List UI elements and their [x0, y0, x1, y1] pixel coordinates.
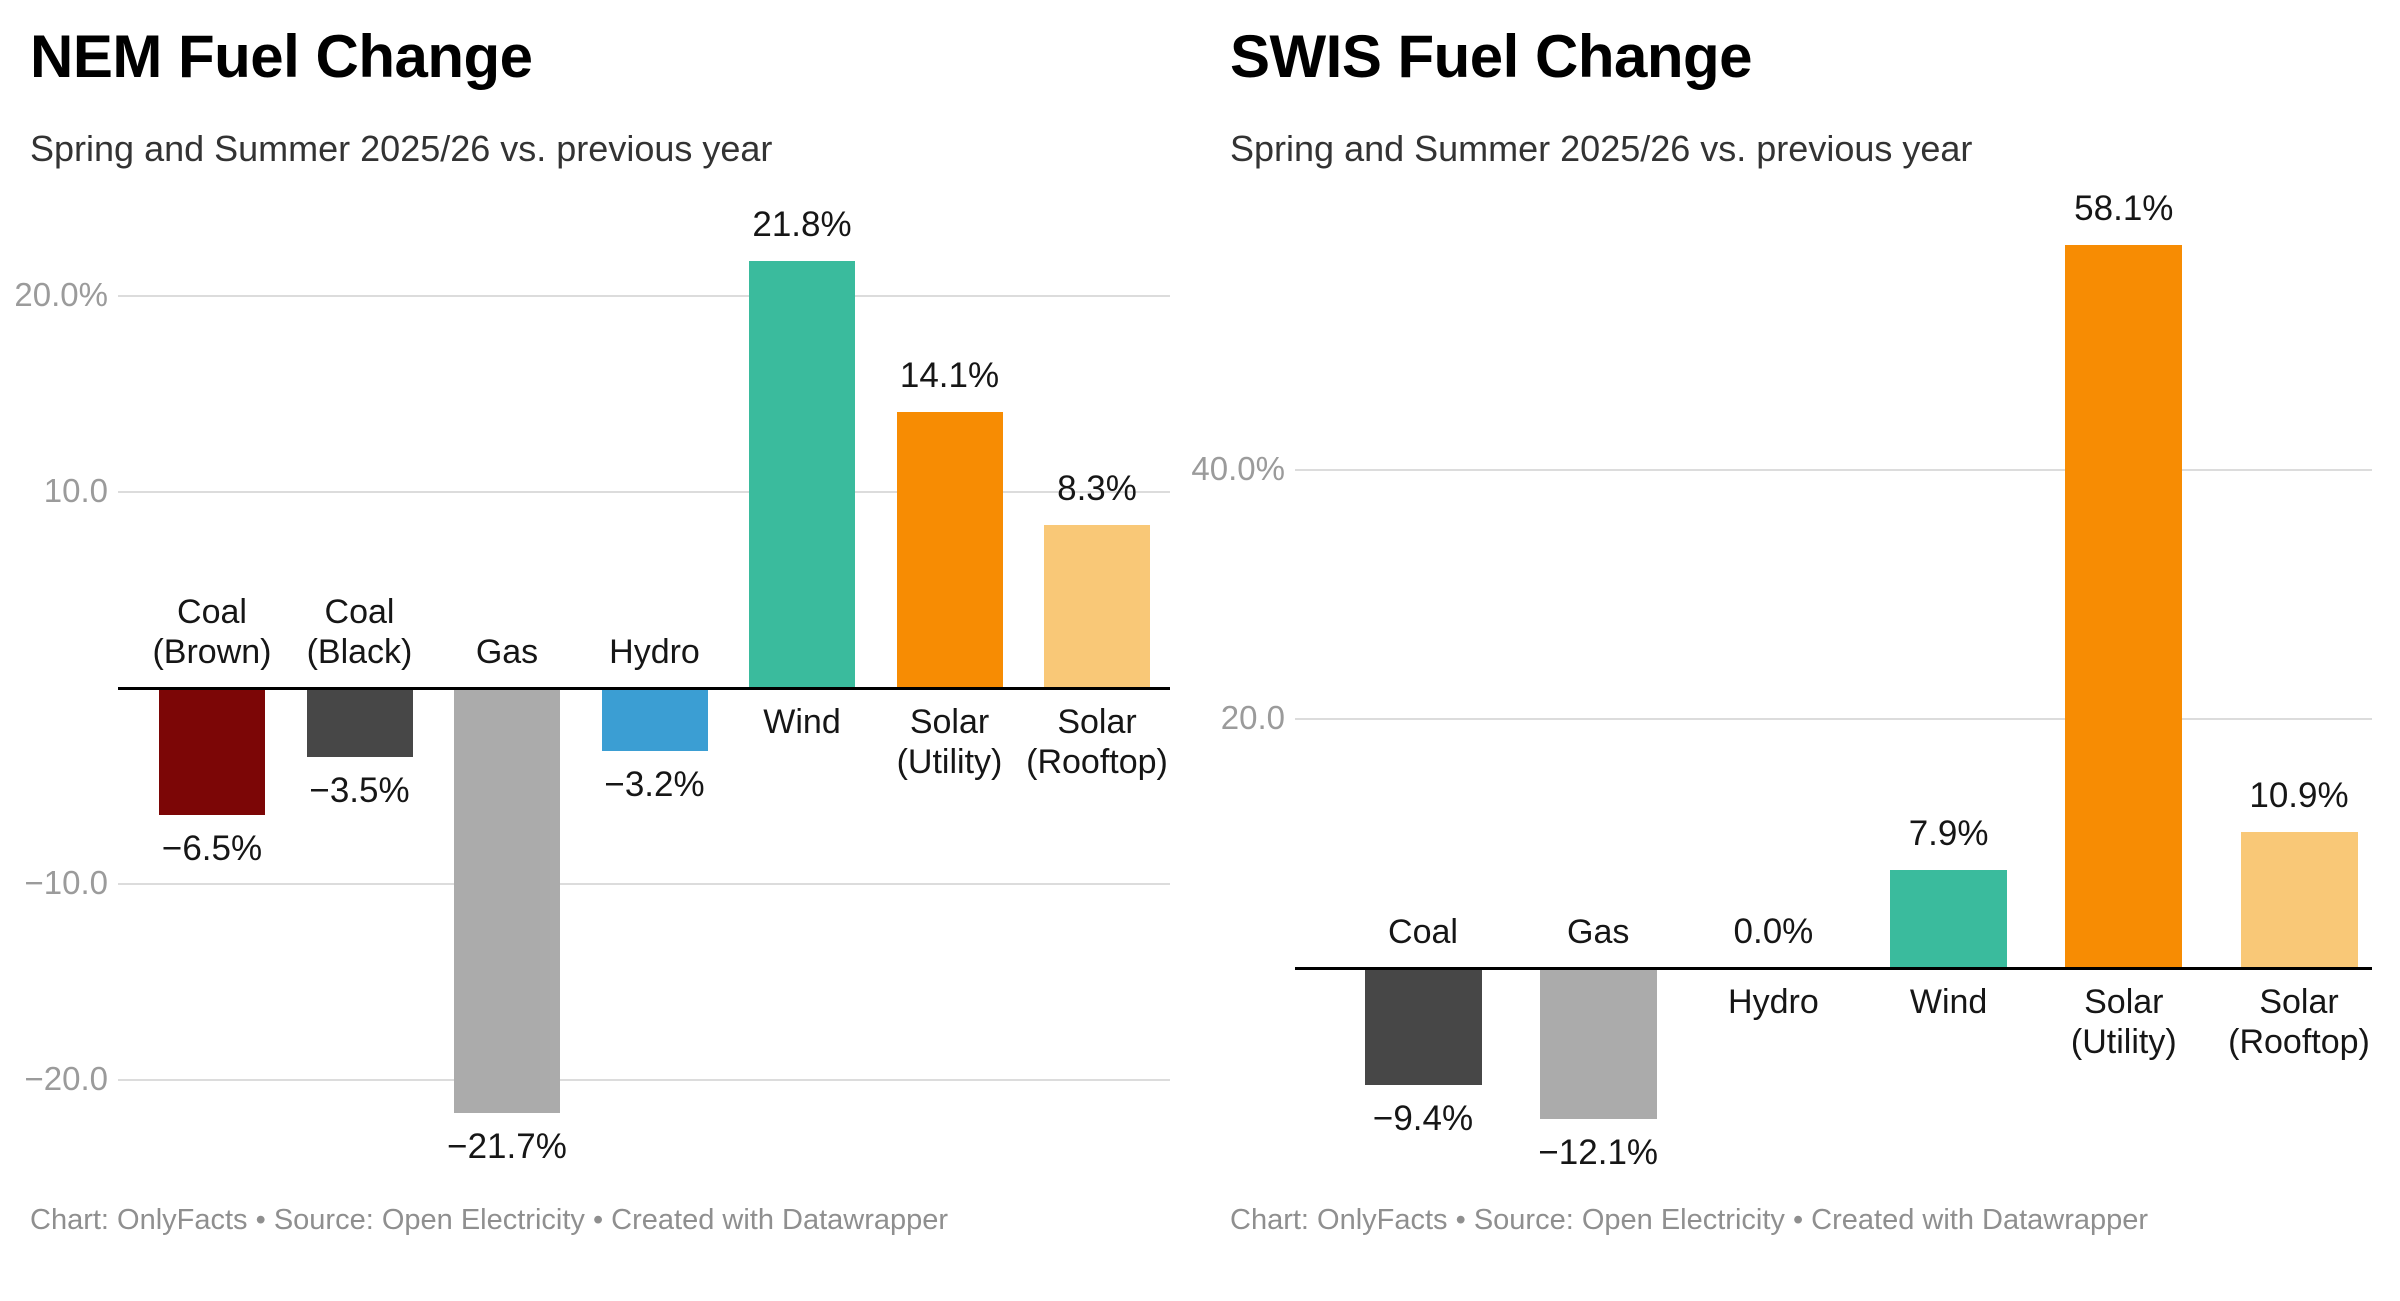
- nem-category-label-coal-brown: Coal (Brown): [152, 593, 272, 671]
- nem-value-label-solar-utility: 14.1%: [899, 355, 1000, 395]
- nem-chart-subtitle: Spring and Summer 2025/26 vs. previous y…: [30, 128, 773, 169]
- nem-bar-coal-black: [306, 688, 413, 757]
- nem-bar-hydro: [601, 688, 708, 751]
- nem-axis-tick-20: 20.0%: [14, 276, 108, 314]
- swis-gridline-40: [1295, 469, 2372, 471]
- nem-axis-tick--10: −10.0: [24, 864, 109, 902]
- nem-bar-solar-rooftop: [1044, 525, 1150, 688]
- swis-chart-title: SWIS Fuel Change: [1230, 23, 1753, 90]
- nem-value-label-coal-brown: −6.5%: [161, 829, 263, 869]
- swis-value-label-hydro: 0.0%: [1733, 912, 1814, 951]
- nem-zero-axis: [118, 687, 1170, 690]
- nem-bar-solar-utility: [896, 411, 1003, 688]
- nem-gridline-20: [118, 295, 1170, 297]
- swis-category-label-wind: Wind: [1909, 983, 1988, 1021]
- swis-value-label-solar-rooftop: 10.9%: [2249, 776, 2349, 816]
- nem-category-label-hydro: Hydro: [609, 633, 700, 671]
- swis-value-label-coal: −9.4%: [1372, 1099, 1474, 1139]
- nem-bar-coal-brown: [159, 688, 265, 816]
- swis-chart-footer: Chart: OnlyFacts • Source: Open Electric…: [1230, 1204, 2149, 1236]
- nem-value-label-gas: −21.7%: [447, 1127, 567, 1167]
- nem-value-label-wind: 21.8%: [752, 204, 852, 244]
- swis-axis-tick-40: 40.0%: [1191, 450, 1285, 488]
- nem-value-label-solar-rooftop: 8.3%: [1057, 469, 1137, 509]
- swis-zero-axis: [1295, 967, 2372, 970]
- swis-category-label-hydro: Hydro: [1728, 983, 1819, 1021]
- nem-gridline--10: [118, 883, 1170, 885]
- nem-category-label-wind: Wind: [763, 703, 841, 741]
- swis-chart-subtitle: Spring and Summer 2025/26 vs. previous y…: [1230, 128, 1973, 169]
- swis-bar-wind: [1890, 869, 2008, 968]
- nem-category-label-gas: Gas: [475, 633, 539, 671]
- nem-axis-tick-10: 10.0: [43, 472, 108, 510]
- nem-category-label-solar-rooftop: Solar (Rooftop): [1026, 703, 1168, 781]
- swis-value-label-wind: 7.9%: [1908, 813, 1989, 853]
- swis-axis-tick-20: 20.0: [1220, 699, 1285, 737]
- nem-bar-gas: [454, 688, 560, 1114]
- swis-category-label-gas: Gas: [1567, 913, 1630, 951]
- nem-chart-footer: Chart: OnlyFacts • Source: Open Electric…: [30, 1204, 949, 1236]
- nem-bar-wind: [749, 260, 855, 688]
- nem-axis-tick--20: −20.0: [24, 1060, 109, 1098]
- swis-value-label-gas: −12.1%: [1538, 1132, 1659, 1172]
- nem-value-label-hydro: −3.2%: [604, 764, 705, 804]
- nem-gridline--20: [118, 1079, 1170, 1081]
- swis-bar-coal: [1364, 968, 1482, 1086]
- nem-chart-title: NEM Fuel Change: [30, 23, 533, 90]
- swis-gridline-20: [1295, 718, 2372, 720]
- swis-category-label-solar-rooftop: Solar (Rooftop): [2228, 983, 2370, 1061]
- swis-bar-solar-rooftop: [2240, 832, 2358, 968]
- nem-value-label-coal-black: −3.5%: [309, 770, 410, 810]
- swis-value-label-solar-utility: 58.1%: [2074, 188, 2174, 228]
- swis-category-label-coal: Coal: [1388, 913, 1458, 951]
- nem-category-label-solar-utility: Solar (Utility): [896, 703, 1003, 781]
- swis-category-label-solar-utility: Solar (Utility): [2070, 983, 2177, 1061]
- swis-bar-gas: [1539, 968, 1657, 1119]
- nem-gridline-10: [118, 491, 1170, 493]
- swis-bar-solar-utility: [2065, 244, 2183, 968]
- nem-category-label-coal-black: Coal (Black): [306, 593, 413, 671]
